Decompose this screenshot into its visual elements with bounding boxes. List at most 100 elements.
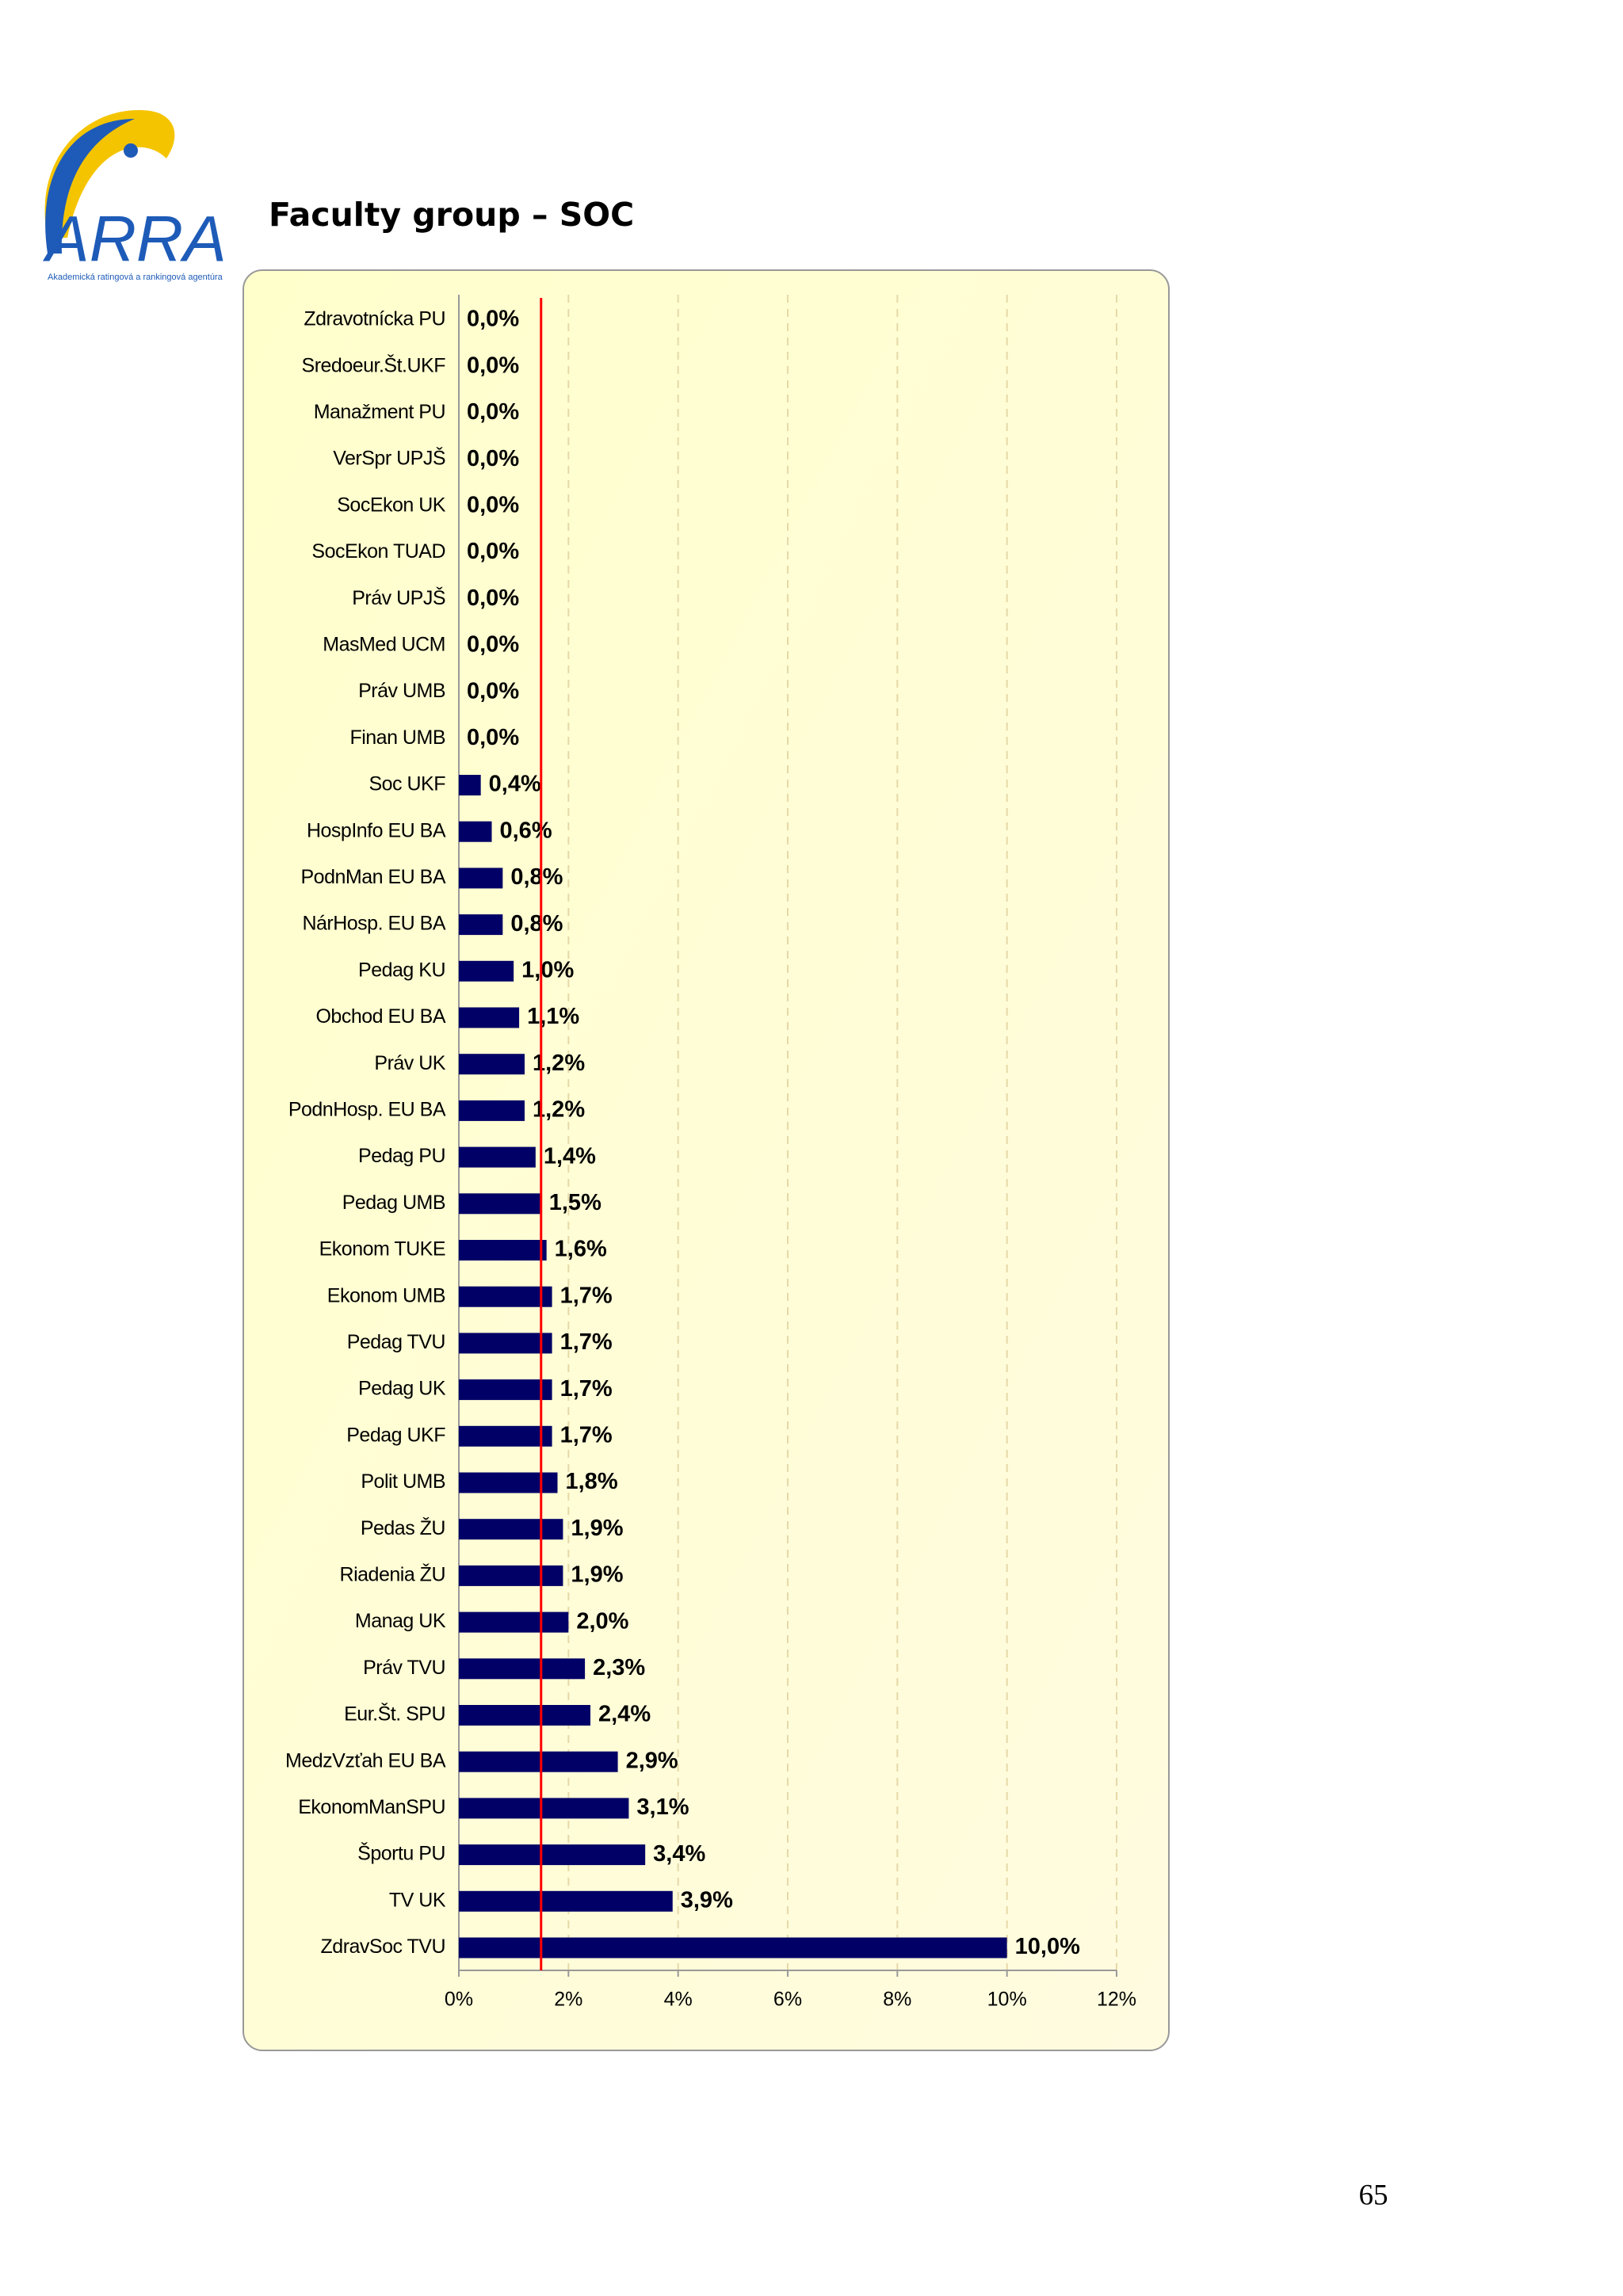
bar [459,960,514,982]
y-tick-label: NárHosp. EU BA [302,913,445,935]
y-tick-label: SocEkon UK [337,494,446,516]
y-tick-label: Pedag TVU [347,1331,445,1353]
value-label: 2,9% [626,1748,678,1773]
bar [459,1425,552,1447]
value-label: 0,0% [467,725,519,750]
y-tick-label: Pedag UKF [346,1424,445,1446]
value-label: 3,1% [636,1794,689,1820]
plot: 0% 2% 4% 6% 8% 10% 12% Zdravotnícka PU 0,0% Sredo… [285,295,1136,2011]
value-label: 0,0% [467,678,519,704]
bar [459,1705,590,1726]
value-label: 0,8% [510,864,563,890]
bar [459,1379,552,1401]
value-label: 0,6% [500,818,552,843]
y-tick-label: Práv UPJŠ [352,586,445,609]
y-tick-label: Pedag UK [358,1378,446,1400]
value-label: 0,0% [467,585,519,611]
bar [459,1286,552,1307]
y-tick-label: Soc UKF [369,773,445,795]
value-label: 0,0% [467,399,519,425]
bar [459,1240,547,1261]
value-label: 2,3% [593,1655,645,1680]
value-label: 0,0% [467,632,519,658]
y-tick-label: Ekonom TUKE [319,1238,445,1261]
y-tick-label: PodnMan EU BA [301,866,446,888]
y-tick-label: Finan UMB [349,727,445,749]
y-tick-label: Sredoeur.Št.UKF [302,353,446,376]
value-label: 0,0% [467,539,519,564]
value-label: 1,6% [555,1237,607,1262]
bar [459,1333,552,1354]
logo-tagline: Akademická ratingová a rankingová agentú… [48,273,223,282]
logo-arc [45,119,135,254]
value-label: 1,7% [560,1422,613,1447]
bar [459,1565,563,1586]
bar [459,1890,673,1912]
value-label: 1,8% [566,1469,618,1494]
page-title: Faculty group – SOC [269,196,634,234]
value-label: 1,9% [571,1516,623,1541]
y-tick-label: SocEkon TUAD [311,540,445,563]
value-label: 0,8% [510,911,563,936]
x-tick-label: 10% [987,1989,1027,2011]
bar [459,1611,569,1633]
y-tick-label: PodnHosp. EU BA [288,1099,446,1121]
logo: ARRA Akademická ratingová a rankingová a… [42,110,227,282]
value-label: 2,4% [598,1702,651,1727]
bar [459,1054,525,1075]
y-tick-label: MasMed UCM [323,634,445,656]
x-tick-label: 2% [554,1989,582,2011]
value-label: 0,0% [467,492,519,517]
logo-text: ARRA [42,204,227,276]
y-tick-label: Ekonom UMB [327,1284,445,1306]
y-tick-label: Pedag PU [358,1145,445,1167]
value-label: 0,0% [467,353,519,378]
y-tick-label: VerSpr UPJŠ [333,447,445,470]
y-tick-label: TV UK [389,1889,446,1911]
x-tick-label: 0% [445,1989,473,2011]
logo-eye [124,143,138,158]
bar [459,1193,541,1215]
bar [459,1937,1007,1958]
value-label: 1,0% [521,957,574,982]
bar [459,1519,563,1540]
value-label: 0,0% [467,307,519,332]
value-label: 2,0% [576,1608,628,1634]
y-tick-label: Práv UK [374,1052,445,1074]
bar [459,1007,520,1028]
value-label: 1,7% [560,1283,613,1308]
value-label: 1,5% [549,1190,601,1215]
value-label: 1,7% [560,1329,613,1355]
bar [459,868,503,889]
value-label: 0,4% [489,772,541,797]
bar [459,1798,629,1819]
value-label: 0,0% [467,446,519,471]
y-tick-label: Práv UMB [358,680,445,702]
y-tick-label: Práv TVU [363,1657,445,1679]
y-tick-label: Manažment PU [314,401,445,423]
bar [459,1658,586,1680]
x-tick-label: 6% [773,1989,802,2011]
value-label: 10,0% [1015,1934,1080,1959]
y-tick-label: MedzVzťah EU BA [285,1749,446,1772]
bar [459,1100,525,1121]
y-tick-label: HospInfo EU BA [307,819,446,841]
y-tick-label: Eur.Št. SPU [344,1703,445,1726]
bar [459,914,503,936]
page-number: 65 [1359,2179,1388,2211]
bar [459,1472,558,1493]
y-tick-label: Športu PU [357,1842,445,1865]
y-tick-label: Manag UK [355,1610,446,1632]
y-tick-label: Pedag KU [358,959,445,981]
value-label: 3,4% [653,1841,705,1867]
value-label: 1,9% [571,1562,623,1588]
y-tick-label: Pedas ŽU [361,1516,445,1539]
bar [459,1844,646,1866]
y-tick-label: Obchod EU BA [315,1005,445,1028]
y-tick-label: Polit UMB [361,1470,445,1493]
chart-frame [242,269,1170,2051]
value-label: 1,7% [560,1376,613,1402]
y-tick-label: EkonomManSPU [298,1796,445,1818]
bar [459,1751,618,1772]
